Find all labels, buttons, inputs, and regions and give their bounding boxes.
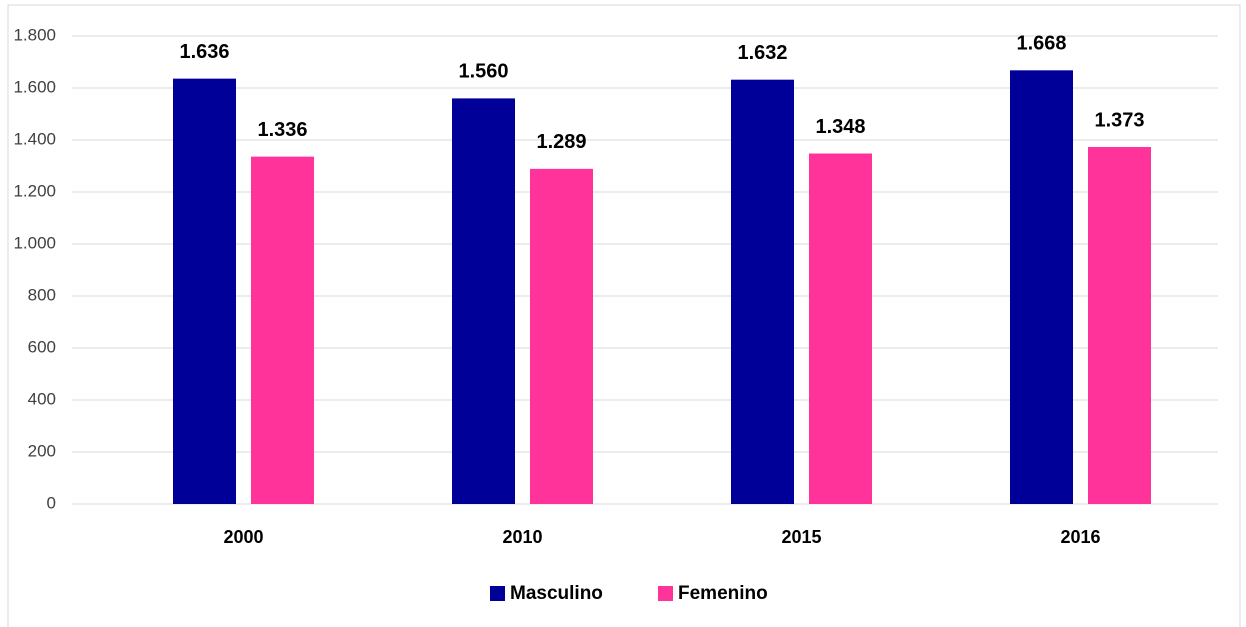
y-tick-label: 1.600 [13, 77, 56, 96]
x-tick-label: 2015 [781, 527, 821, 547]
y-tick-label: 400 [28, 389, 56, 408]
y-tick-label: 0 [47, 493, 56, 512]
y-tick-label: 1.800 [13, 25, 56, 44]
bar [452, 98, 515, 505]
data-label: 1.636 [179, 41, 229, 63]
data-label: 1.336 [257, 119, 307, 141]
data-label: 1.632 [737, 42, 787, 64]
legend-swatch [490, 586, 505, 601]
bar [809, 153, 872, 504]
bar [251, 156, 314, 504]
data-label: 1.668 [1016, 33, 1066, 55]
y-tick-label: 800 [28, 285, 56, 304]
legend-label: Masculino [510, 583, 603, 604]
y-tick-label: 600 [28, 337, 56, 356]
bar [530, 168, 593, 505]
bar [1088, 147, 1151, 504]
data-label: 1.289 [536, 131, 586, 153]
data-label: 1.373 [1094, 109, 1144, 131]
data-label: 1.348 [815, 116, 865, 138]
x-tick-label: 2010 [502, 527, 542, 547]
x-tick-label: 2016 [1060, 527, 1100, 547]
bar [173, 78, 236, 504]
y-tick-label: 1.000 [13, 233, 56, 252]
x-tick-label: 2000 [223, 527, 263, 547]
chart-frame [7, 4, 1241, 627]
bar [1010, 70, 1073, 504]
y-tick-label: 200 [28, 441, 56, 460]
y-tick-label: 1.400 [13, 129, 56, 148]
data-label: 1.560 [458, 61, 508, 83]
legend-label: Femenino [678, 583, 768, 604]
bar [731, 79, 794, 505]
y-tick-label: 1.200 [13, 181, 56, 200]
legend-swatch [658, 586, 673, 601]
